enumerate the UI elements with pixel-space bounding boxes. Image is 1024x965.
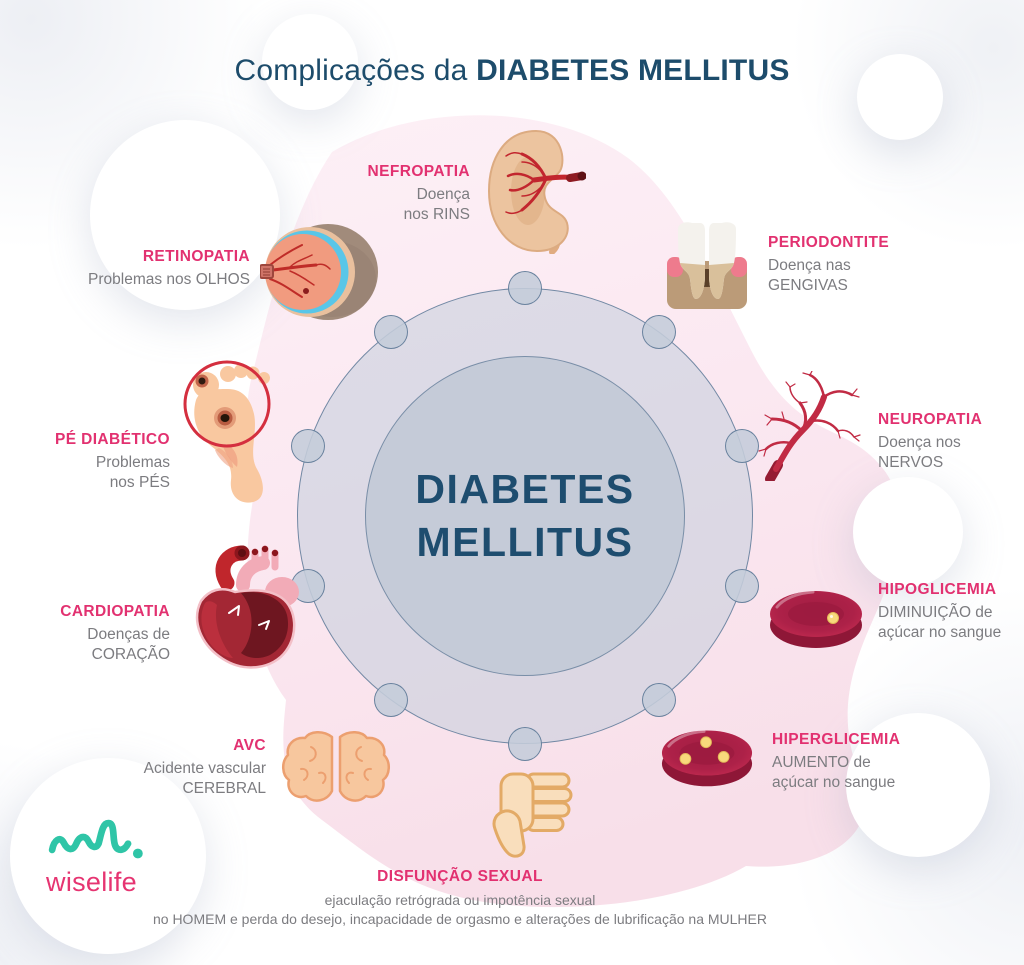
page-title-prefix: Complicações da [234, 54, 468, 87]
complication-name: HIPERGLICEMIA [772, 731, 901, 748]
ring-node [374, 315, 408, 349]
hiperglicemia-label: HIPERGLICEMIA AUMENTO de açúcar no sangu… [772, 730, 900, 792]
complication-desc: Doença nos [878, 434, 961, 451]
avc-label: AVC Acidente vascular CEREBRAL [144, 736, 266, 798]
nerve-icon [758, 371, 861, 481]
complication-desc: Problemas nos OLHOS [88, 271, 250, 288]
complication-desc: Doença nas [768, 257, 851, 274]
ring-node [725, 569, 759, 603]
complication-desc: Acidente vascular [143, 760, 266, 777]
logo-background-circle [10, 758, 206, 954]
foot-annotation-circle [183, 360, 271, 448]
complication-name: DISFUNÇÃO SEXUAL [377, 868, 543, 885]
ring-node [508, 727, 542, 761]
complication-desc: no HOMEM e perda do desejo, incapacidade… [152, 910, 767, 927]
neuropatia-label: NEUROPATIA Doença nos NERVOS [878, 410, 982, 472]
ring-node [642, 683, 676, 717]
kidney-icon [487, 129, 586, 254]
complication-desc: nos PÉS [109, 473, 170, 491]
thumbs-down-icon [492, 772, 573, 858]
cardiopatia-label: CARDIOPATIA Doenças de CORAÇÃO [60, 602, 170, 664]
eye-icon [260, 224, 378, 320]
complication-desc: DIMINUIÇÃO de [878, 604, 993, 621]
complication-name: NEFROPATIA [367, 163, 470, 180]
complication-desc: ejaculação retrógrada ou impotência sexu… [324, 892, 596, 908]
complication-name: NEUROPATIA [878, 411, 983, 428]
retinopatia-label: RETINOPATIA Problemas nos OLHOS [88, 247, 250, 290]
complication-name: HIPOGLICEMIA [878, 581, 997, 598]
ring-node [291, 429, 325, 463]
page-title: Complicações da DIABETES MELLITUS [0, 54, 1024, 88]
diabetes-ring: DIABETES MELLITUS [297, 288, 753, 744]
nefropatia-label: NEFROPATIA Doença nos RINS [368, 162, 470, 224]
blood-cell-one-dot-icon [770, 590, 862, 648]
complication-desc: AUMENTO de [772, 754, 871, 771]
wiselife-mark-icon [48, 819, 143, 859]
center-text-line2: MELLITUS [416, 519, 634, 565]
ring-node [508, 271, 542, 305]
brain-icon [282, 731, 390, 802]
ring-node [642, 315, 676, 349]
periodontite-label: PERIODONTITE Doença nas GENGIVAS [768, 233, 889, 295]
bg-bokeh-circle [853, 477, 963, 587]
complication-desc: Doença [416, 186, 470, 203]
complication-desc: CEREBRAL [182, 779, 266, 797]
diabetic-foot-icon [183, 360, 271, 503]
complication-name: PÉ DIABÉTICO [54, 431, 170, 448]
wiselife-brand-text: wiselife [46, 867, 137, 897]
disfuncao-sexual-label: DISFUNÇÃO SEXUAL ejaculação retrógrada o… [52, 867, 868, 928]
heart-icon [195, 545, 299, 669]
pe-diabetico-label: PÉ DIABÉTICO Problemas nos PÉS [55, 430, 170, 492]
complication-name: PERIODONTITE [768, 234, 890, 251]
complication-desc: GENGIVAS [768, 276, 848, 294]
complication-name: RETINOPATIA [142, 248, 250, 265]
bg-bokeh-circle [90, 120, 280, 310]
page-title-emphasis: DIABETES MELLITUS [476, 54, 790, 87]
center-text-line1: DIABETES [415, 465, 635, 512]
ring-node [374, 683, 408, 717]
bg-bokeh-circle [846, 713, 990, 857]
complication-desc: açúcar no sangue [772, 773, 896, 791]
bg-bokeh-circle [857, 54, 943, 140]
tooth-gums-icon [667, 222, 747, 309]
diabetes-inner-circle: DIABETES MELLITUS [365, 356, 685, 676]
complication-name: CARDIOPATIA [60, 603, 170, 620]
complication-desc: Problemas [95, 454, 170, 471]
blood-cell-three-dots-icon [661, 729, 753, 787]
hipoglicemia-label: HIPOGLICEMIA DIMINUIÇÃO de açúcar no san… [878, 580, 1001, 642]
complication-name: AVC [233, 737, 266, 754]
ring-node [725, 429, 759, 463]
bg-bokeh-circle [262, 14, 358, 110]
complication-desc: NERVOS [878, 453, 944, 471]
complication-desc: açúcar no sangue [878, 623, 1002, 641]
complication-desc: nos RINS [403, 205, 470, 223]
complication-desc: CORAÇÃO [91, 645, 170, 663]
complication-desc: Doenças de [87, 626, 170, 643]
